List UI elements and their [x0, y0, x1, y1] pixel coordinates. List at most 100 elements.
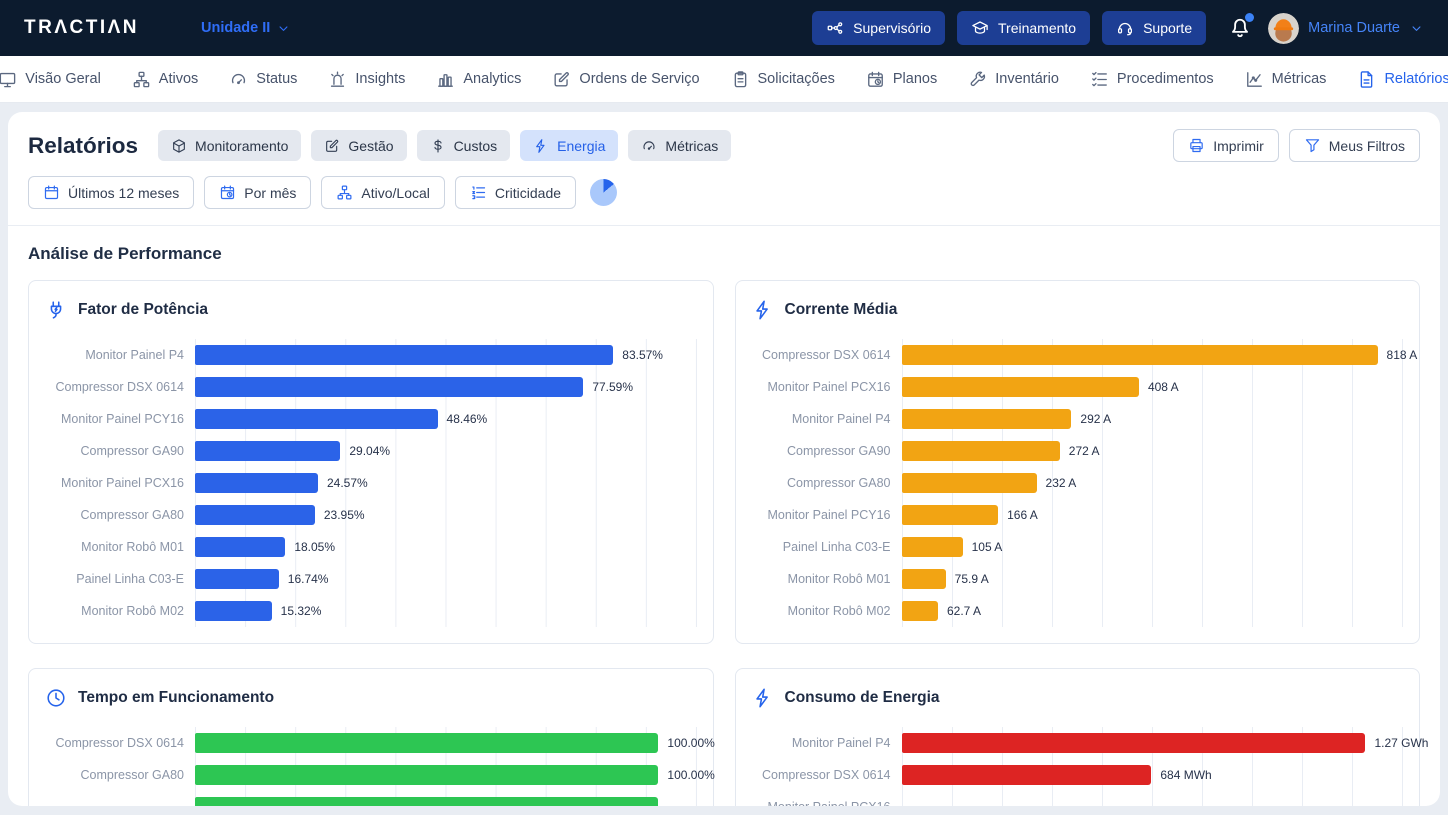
bar	[902, 765, 1152, 785]
chevron-down-icon	[1409, 21, 1424, 36]
filter-buttons: Últimos 12 meses Por mês Ativo/Local Critic…	[28, 176, 576, 209]
chip-gestao[interactable]: Gestão	[311, 130, 406, 161]
bar	[195, 601, 272, 621]
bar-track: 16.74%	[195, 563, 697, 595]
nav-item-metricas[interactable]: Métricas	[1245, 70, 1327, 89]
filter-criticidade[interactable]: Criticidade	[455, 176, 576, 209]
bar	[195, 345, 613, 365]
category-label: Monitor Painel PCX16	[752, 791, 902, 806]
unit-selector-label: Unidade II	[201, 20, 270, 36]
value-label: 48.46%	[447, 412, 488, 426]
bar	[902, 409, 1072, 429]
gauge-icon	[641, 138, 657, 154]
top-bar-right: Supervisório Treinamento Suporte Marina Du…	[812, 11, 1424, 45]
dollar-icon	[430, 138, 446, 154]
filter-por-mes[interactable]: Por mês	[204, 176, 311, 209]
reports-header: Relatórios MonitoramentoGestãoCustosEner…	[8, 112, 1440, 226]
value-label: 105 A	[972, 540, 1003, 554]
value-label: 100.00%	[667, 768, 714, 782]
value-label: 23.95%	[324, 508, 365, 522]
bar-track	[195, 791, 697, 806]
tree-icon	[336, 184, 353, 201]
category-label: Monitor Painel PCX16	[752, 371, 902, 403]
bar	[195, 377, 583, 397]
chart-row	[45, 791, 697, 806]
nav-item-planos[interactable]: Planos	[866, 70, 937, 89]
chart-row: Monitor Painel PCY16166 A	[752, 499, 1404, 531]
filter-label: Ativo/Local	[361, 185, 429, 201]
header-button-supervisorio[interactable]: Supervisório	[812, 11, 945, 45]
category-label: Painel Linha C03-E	[752, 531, 902, 563]
notifications-button[interactable]	[1225, 13, 1255, 43]
imprimir-button[interactable]: Imprimir	[1173, 129, 1279, 162]
chip-monitoramento[interactable]: Monitoramento	[158, 130, 301, 161]
nav-item-status[interactable]: Status	[229, 70, 297, 89]
nav-item-insights[interactable]: Insights	[328, 70, 405, 89]
unit-selector[interactable]: Unidade II	[201, 20, 291, 36]
nav-item-ativos[interactable]: Ativos	[132, 70, 199, 89]
nav-item-visao-geral[interactable]: Visão Geral	[0, 70, 101, 89]
bar-track: 292 A	[902, 403, 1404, 435]
meus-filtros-button[interactable]: Meus Filtros	[1289, 129, 1420, 162]
bar	[902, 601, 938, 621]
tree-icon	[132, 70, 151, 89]
header-button-suporte[interactable]: Suporte	[1102, 11, 1206, 45]
bar	[195, 569, 279, 589]
chart-card-consumo-de-energia: Consumo de EnergiaMonitor Painel P41.27 …	[735, 668, 1421, 806]
chart-row: Compressor DSX 061477.59%	[45, 371, 697, 403]
category-label: Compressor GA80	[45, 499, 195, 531]
siren-icon	[328, 70, 347, 89]
value-label: 16.74%	[288, 572, 329, 586]
value-label: 684 MWh	[1160, 768, 1211, 782]
user-menu[interactable]: Marina Duarte	[1268, 13, 1424, 44]
filter-ultimos-12-meses[interactable]: Últimos 12 meses	[28, 176, 194, 209]
chart-row: Monitor Painel PCX1624.57%	[45, 467, 697, 499]
gauge-icon	[229, 70, 248, 89]
edit-icon	[552, 70, 571, 89]
chart-row: Monitor Painel P483.57%	[45, 339, 697, 371]
tractian-logo: TRΛCTIΛN	[24, 17, 139, 39]
value-label: 1.27 GWh	[1374, 736, 1428, 750]
nav-item-relatorios[interactable]: Relatórios	[1357, 70, 1448, 89]
chip-custos[interactable]: Custos	[417, 130, 511, 161]
chart-plot: Monitor Painel P483.57%Compressor DSX 06…	[45, 339, 697, 627]
nav-item-solicitacoes[interactable]: Solicitações	[731, 70, 835, 89]
nodes-icon	[826, 19, 844, 37]
header-button-treinamento[interactable]: Treinamento	[957, 11, 1090, 45]
calendar-clock-icon	[219, 184, 236, 201]
chip-metricas[interactable]: Métricas	[628, 130, 731, 161]
chart-header: Corrente Média	[752, 299, 1404, 321]
headset-icon	[1116, 19, 1134, 37]
value-label: 83.57%	[622, 348, 663, 362]
chart-row: Monitor Painel PCX16408 A	[752, 371, 1404, 403]
bar-track: 1.27 GWh	[902, 727, 1404, 759]
clock-icon	[45, 687, 67, 709]
nav-item-label: Ordens de Serviço	[579, 71, 699, 87]
button-label: Meus Filtros	[1329, 138, 1405, 154]
bar	[195, 441, 340, 461]
nav-item-label: Ativos	[159, 71, 199, 87]
bar	[195, 409, 438, 429]
nav-item-analytics[interactable]: Analytics	[436, 70, 521, 89]
chart-row: Compressor GA9029.04%	[45, 435, 697, 467]
chart-row: Compressor GA80100.00%	[45, 759, 697, 791]
filter-ativo-local[interactable]: Ativo/Local	[321, 176, 444, 209]
nav-item-label: Relatórios	[1384, 71, 1448, 87]
category-label: Compressor DSX 0614	[752, 339, 902, 371]
pie-chart-toggle-button[interactable]	[590, 179, 618, 207]
charts-grid: Fator de PotênciaMonitor Painel P483.57%…	[8, 264, 1440, 806]
monitor-icon	[0, 70, 17, 89]
nav-item-ordens-de-servico[interactable]: Ordens de Serviço	[552, 70, 699, 89]
nav-item-procedimentos[interactable]: Procedimentos	[1090, 70, 1214, 89]
nav-item-inventario[interactable]: Inventário	[968, 70, 1059, 89]
chart-card-tempo-em-funcionamento: Tempo em FuncionamentoCompressor DSX 061…	[28, 668, 714, 806]
bolt-icon	[752, 687, 774, 709]
bar	[195, 505, 315, 525]
title-row: Relatórios MonitoramentoGestãoCustosEner…	[8, 112, 1440, 162]
category-label: Compressor DSX 0614	[45, 727, 195, 759]
section-title: Análise de Performance	[8, 226, 1440, 264]
chip-energia[interactable]: Energia	[520, 130, 618, 161]
chart-row: Compressor DSX 0614818 A	[752, 339, 1404, 371]
bar-track: 408 A	[902, 371, 1404, 403]
reports-panel: Relatórios MonitoramentoGestãoCustosEner…	[8, 112, 1440, 806]
